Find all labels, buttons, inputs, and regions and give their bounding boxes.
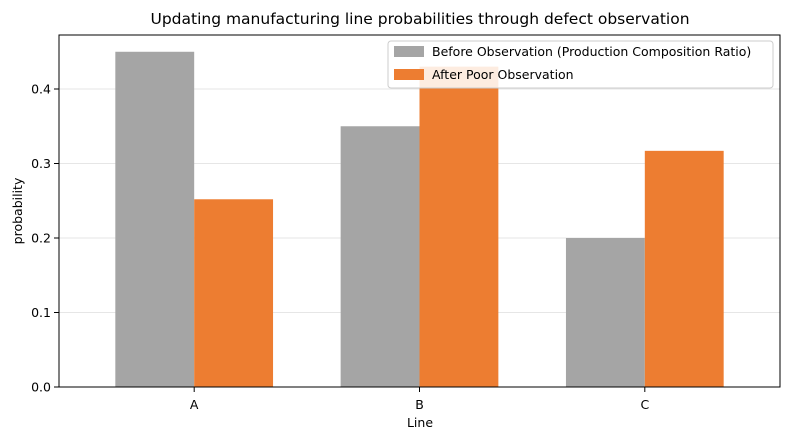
legend-label-before: Before Observation (Production Compositi… bbox=[432, 44, 751, 59]
bar-before-b bbox=[340, 126, 420, 387]
x-tick-label: B bbox=[415, 397, 424, 412]
bar-after-b bbox=[419, 66, 499, 387]
y-tick-label: 0.1 bbox=[31, 305, 51, 320]
bar-after-c bbox=[644, 150, 724, 387]
bars bbox=[115, 51, 724, 388]
x-axis: A B C bbox=[190, 387, 649, 412]
bar-after-a bbox=[194, 199, 274, 387]
legend: Before Observation (Production Compositi… bbox=[387, 40, 774, 89]
y-tick-label: 0.4 bbox=[31, 82, 51, 97]
y-axis-label: probability bbox=[10, 177, 25, 244]
legend-label-after: After Poor Observation bbox=[432, 67, 574, 82]
x-tick-label: A bbox=[190, 397, 199, 412]
bar-before-c bbox=[565, 238, 645, 387]
bar-before-a bbox=[115, 51, 195, 388]
chart-title: Updating manufacturing line probabilitie… bbox=[150, 10, 689, 28]
legend-swatch-before bbox=[394, 46, 424, 57]
legend-swatch-after bbox=[394, 69, 424, 80]
y-tick-label: 0.2 bbox=[31, 231, 51, 246]
y-tick-label: 0.0 bbox=[31, 380, 51, 395]
x-axis-label: Line bbox=[407, 415, 433, 430]
legend-frame bbox=[387, 40, 774, 89]
x-tick-label: C bbox=[640, 397, 649, 412]
y-axis: 0.0 0.1 0.2 0.3 0.4 bbox=[31, 82, 59, 395]
y-tick-label: 0.3 bbox=[31, 156, 51, 171]
